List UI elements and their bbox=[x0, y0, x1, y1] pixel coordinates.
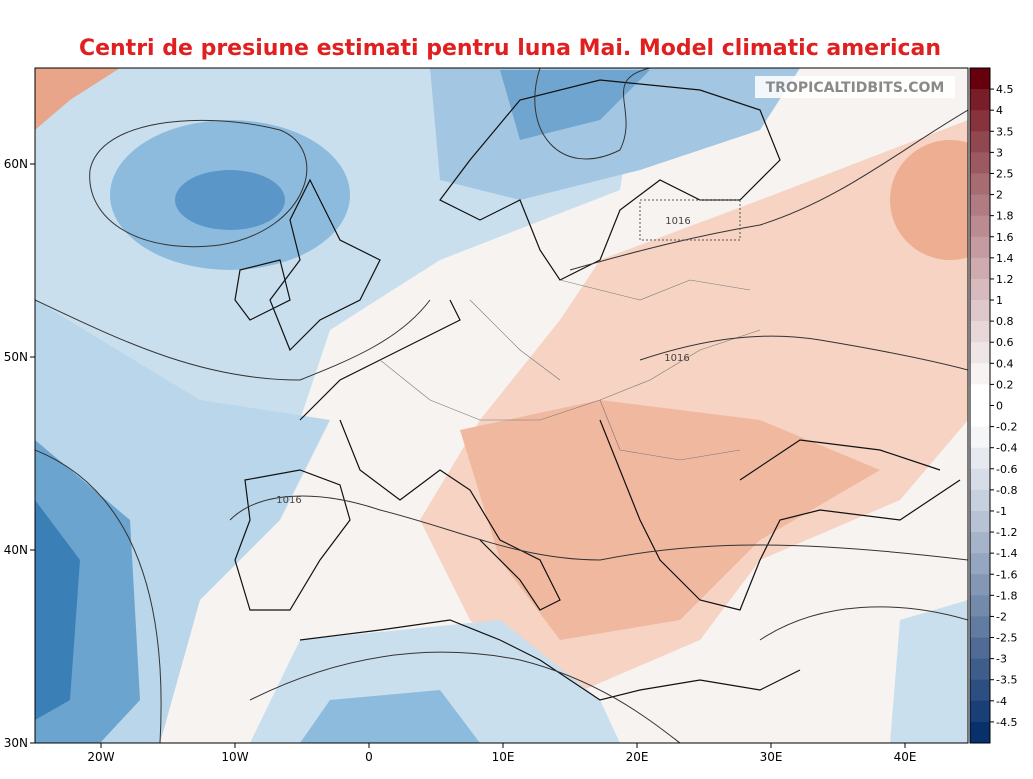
watermark: TROPICALTIDBITS.COM bbox=[766, 80, 945, 96]
colorbar-label: 2 bbox=[996, 189, 1003, 202]
colorbar-label: 3.5 bbox=[996, 125, 1014, 138]
colorbar-label: -0.8 bbox=[996, 484, 1017, 497]
colorbar-label: -1.2 bbox=[996, 526, 1017, 539]
colorbar-segment bbox=[970, 510, 990, 533]
contour-label: 1016 bbox=[664, 353, 689, 364]
colorbar-label: 1 bbox=[996, 294, 1003, 307]
colorbar-label: 4.5 bbox=[996, 83, 1014, 96]
colorbar-segment bbox=[970, 700, 990, 723]
lat-label: 50N bbox=[4, 350, 28, 364]
axes-and-colorbar: 60N 50N 40N 30N 20W 10W 0 10E 20E 30E 40E 4.5 4 3.5 3 2… bbox=[4, 67, 1017, 764]
colorbar-segment bbox=[970, 110, 990, 132]
lon-label: 20E bbox=[626, 750, 649, 764]
colorbar-label: -2.5 bbox=[996, 632, 1017, 645]
colorbar-label: 2.5 bbox=[996, 167, 1014, 180]
colorbar-segment bbox=[970, 468, 990, 491]
colorbar-segment bbox=[970, 363, 990, 385]
lon-label: 30E bbox=[760, 750, 783, 764]
colorbar-segment bbox=[970, 447, 990, 470]
colorbar-label: -0.6 bbox=[996, 463, 1017, 476]
colorbar-label: -3.5 bbox=[996, 674, 1017, 687]
colorbar-segment bbox=[970, 89, 990, 111]
colorbar-label: -4 bbox=[996, 695, 1007, 708]
colorbar-segment bbox=[970, 679, 990, 702]
colorbar-segment bbox=[970, 194, 990, 217]
map-frame bbox=[34, 67, 969, 744]
colorbar-segment bbox=[970, 131, 990, 153]
colorbar-segment bbox=[970, 152, 990, 174]
lon-label: 40E bbox=[894, 750, 917, 764]
colorbar-segment bbox=[970, 342, 990, 364]
colorbar-segment bbox=[970, 278, 990, 301]
colorbar-label: 0.6 bbox=[996, 336, 1014, 349]
colorbar-label: 1.2 bbox=[996, 273, 1014, 286]
contour-label: 1016 bbox=[665, 216, 690, 227]
colorbar-segment bbox=[970, 489, 990, 512]
lon-label: 10E bbox=[492, 750, 515, 764]
lat-label: 60N bbox=[4, 157, 28, 171]
colorbar-segment bbox=[970, 405, 990, 428]
colorbar-label: 0 bbox=[996, 400, 1003, 413]
colorbar-label: 0.8 bbox=[996, 315, 1014, 328]
colorbar-segment bbox=[970, 384, 990, 406]
map bbox=[35, 68, 968, 743]
lon-label: 20W bbox=[87, 750, 114, 764]
colorbar-label: -4.5 bbox=[996, 716, 1017, 729]
colorbar-label: -1 bbox=[996, 505, 1007, 518]
colorbar-segment bbox=[970, 68, 990, 90]
colorbar-segment bbox=[970, 595, 990, 617]
colorbar-segment bbox=[970, 574, 990, 596]
colorbar-label: 1.6 bbox=[996, 231, 1014, 244]
colorbar-label: -2 bbox=[996, 610, 1007, 623]
colorbar-segment bbox=[970, 532, 990, 554]
colorbar-label: -1.4 bbox=[996, 547, 1017, 560]
lon-label: 10W bbox=[221, 750, 248, 764]
colorbar-label: -1.8 bbox=[996, 589, 1017, 602]
colorbar-label: 1.4 bbox=[996, 252, 1014, 265]
colorbar-segment bbox=[970, 721, 990, 744]
lat-label: 40N bbox=[4, 543, 28, 557]
colorbar-label: 0.2 bbox=[996, 378, 1014, 391]
title: Centri de presiune estimati pentru luna … bbox=[79, 36, 941, 61]
colorbar-segment bbox=[970, 321, 990, 343]
colorbar-segment bbox=[970, 426, 990, 449]
lon-label: 0 bbox=[365, 750, 373, 764]
colorbar-label: -1.6 bbox=[996, 568, 1017, 581]
contour-label: 1016 bbox=[276, 495, 301, 506]
colorbar-label: 0.4 bbox=[996, 357, 1014, 370]
colorbar-label: -3 bbox=[996, 653, 1007, 666]
colorbar-segment bbox=[970, 658, 990, 681]
colorbar-label: 1.8 bbox=[996, 210, 1014, 223]
colorbar-segment bbox=[970, 215, 990, 238]
colorbar-segment bbox=[970, 236, 990, 259]
colorbar-label: -0.2 bbox=[996, 421, 1017, 434]
colorbar-segment bbox=[970, 257, 990, 280]
colorbar-label: -0.4 bbox=[996, 442, 1017, 455]
lat-label: 30N bbox=[4, 736, 28, 750]
colorbar-segment bbox=[970, 173, 990, 196]
colorbar-label: 3 bbox=[996, 146, 1003, 159]
colorbar-segment bbox=[970, 616, 990, 639]
colorbar-segment bbox=[970, 300, 990, 322]
colorbar-segment bbox=[970, 637, 990, 660]
colorbar-label: 4 bbox=[996, 104, 1003, 117]
colorbar-segment bbox=[970, 553, 990, 575]
